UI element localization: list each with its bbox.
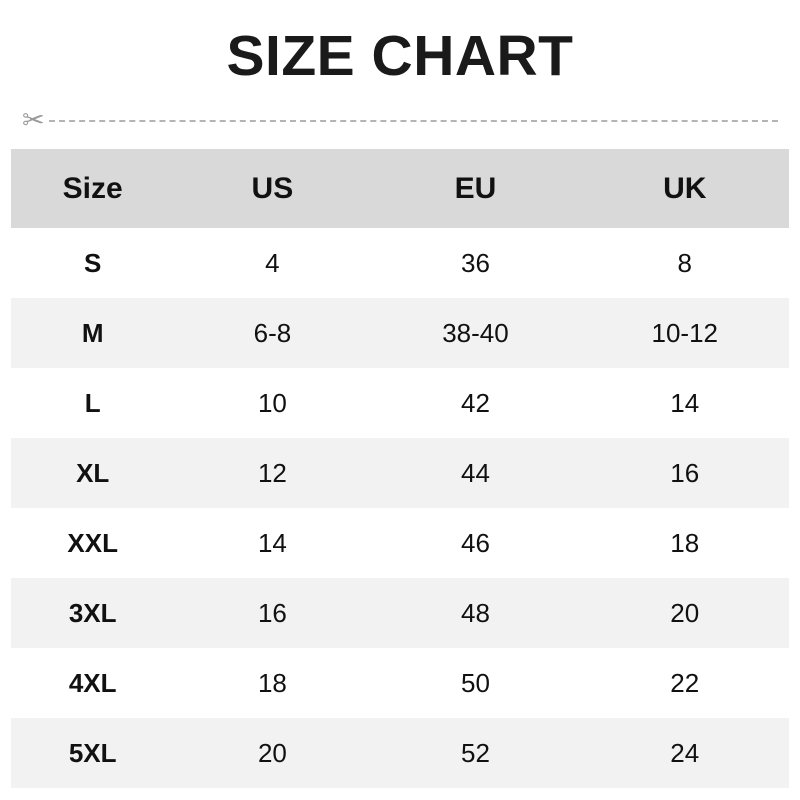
column-header-uk: UK: [580, 149, 789, 228]
column-header-size: Size: [11, 149, 175, 228]
cell-size: L: [11, 368, 175, 438]
cell-eu: 52: [370, 718, 581, 788]
table-row: L 10 42 14: [11, 368, 789, 438]
cut-line: ✂: [22, 104, 778, 138]
table-row: 5XL 20 52 24: [11, 718, 789, 788]
cell-size: XXL: [11, 508, 175, 578]
cell-uk: 8: [580, 228, 789, 298]
table-header: Size US EU UK: [11, 149, 789, 228]
cell-us: 16: [174, 578, 371, 648]
size-chart-table: Size US EU UK S 4 36 8 M 6-8 38-40 10-12…: [11, 149, 789, 788]
cell-eu: 44: [370, 438, 581, 508]
cell-size: 3XL: [11, 578, 175, 648]
cell-us: 20: [174, 718, 371, 788]
cell-uk: 18: [580, 508, 789, 578]
table-body: S 4 36 8 M 6-8 38-40 10-12 L 10 42 14 XL…: [11, 228, 789, 788]
table-row: M 6-8 38-40 10-12: [11, 298, 789, 368]
cell-us: 14: [174, 508, 371, 578]
cell-eu: 36: [370, 228, 581, 298]
cell-uk: 16: [580, 438, 789, 508]
table-row: 4XL 18 50 22: [11, 648, 789, 718]
cell-eu: 48: [370, 578, 581, 648]
cell-uk: 10-12: [580, 298, 789, 368]
cell-uk: 22: [580, 648, 789, 718]
cell-us: 6-8: [174, 298, 371, 368]
cell-eu: 50: [370, 648, 581, 718]
column-header-eu: EU: [370, 149, 581, 228]
cell-us: 18: [174, 648, 371, 718]
table-row: XL 12 44 16: [11, 438, 789, 508]
cell-us: 4: [174, 228, 371, 298]
dashed-divider: [48, 120, 778, 122]
cell-uk: 14: [580, 368, 789, 438]
cell-size: S: [11, 228, 175, 298]
cell-size: M: [11, 298, 175, 368]
scissors-icon: ✂: [22, 104, 45, 135]
table-row: XXL 14 46 18: [11, 508, 789, 578]
cell-uk: 24: [580, 718, 789, 788]
table-header-row: Size US EU UK: [11, 149, 789, 228]
cell-us: 10: [174, 368, 371, 438]
cell-size: 5XL: [11, 718, 175, 788]
cell-us: 12: [174, 438, 371, 508]
cell-size: 4XL: [11, 648, 175, 718]
cell-eu: 46: [370, 508, 581, 578]
cell-eu: 42: [370, 368, 581, 438]
page-title: SIZE CHART: [226, 24, 574, 88]
table-row: 3XL 16 48 20: [11, 578, 789, 648]
cell-uk: 20: [580, 578, 789, 648]
table-row: S 4 36 8: [11, 228, 789, 298]
cell-eu: 38-40: [370, 298, 581, 368]
cell-size: XL: [11, 438, 175, 508]
column-header-us: US: [174, 149, 371, 228]
